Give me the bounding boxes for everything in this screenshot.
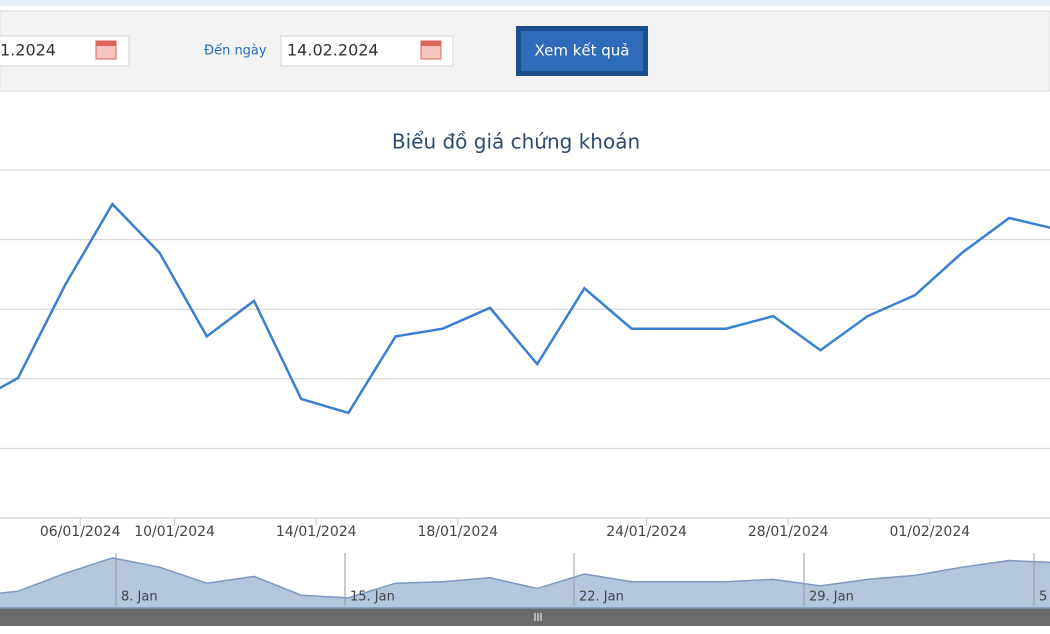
- calendar-icon[interactable]: [95, 40, 117, 60]
- x-tick-label: 14/01/2024: [276, 524, 357, 540]
- navigator-label: 22. Jan: [579, 590, 624, 605]
- scrollbar[interactable]: [0, 608, 1050, 626]
- price-line: [0, 202, 1050, 415]
- chart-title: Biểu đồ giá chứng khoán: [392, 130, 640, 154]
- x-tick-label: 01/02/2024: [889, 524, 970, 540]
- submit-label: Xem kết quả: [535, 42, 630, 60]
- navigator-label: 29. Jan: [809, 590, 854, 605]
- navigator-label: 15. Jan: [350, 590, 395, 605]
- submit-button-face: [521, 31, 643, 71]
- x-tick-label: 10/01/2024: [134, 524, 215, 540]
- navigator-label: 8. Jan: [121, 590, 158, 605]
- from-date: 1.2024: [0, 41, 56, 60]
- x-tick-label: 06/01/2024: [40, 524, 121, 540]
- x-tick-label: 24/01/2024: [606, 524, 687, 540]
- x-tick-label: 18/01/2024: [417, 524, 498, 540]
- x-tick-label: 28/01/2024: [748, 524, 829, 540]
- calendar-icon[interactable]: [420, 40, 442, 60]
- navigator-area: [0, 557, 1050, 609]
- scrollbar-grip: [534, 613, 542, 621]
- top-strip: [0, 0, 1050, 6]
- to-date: 14.02.2024: [287, 41, 379, 60]
- to-label: Đến ngày: [204, 44, 267, 59]
- navigator-label: 5: [1039, 590, 1047, 605]
